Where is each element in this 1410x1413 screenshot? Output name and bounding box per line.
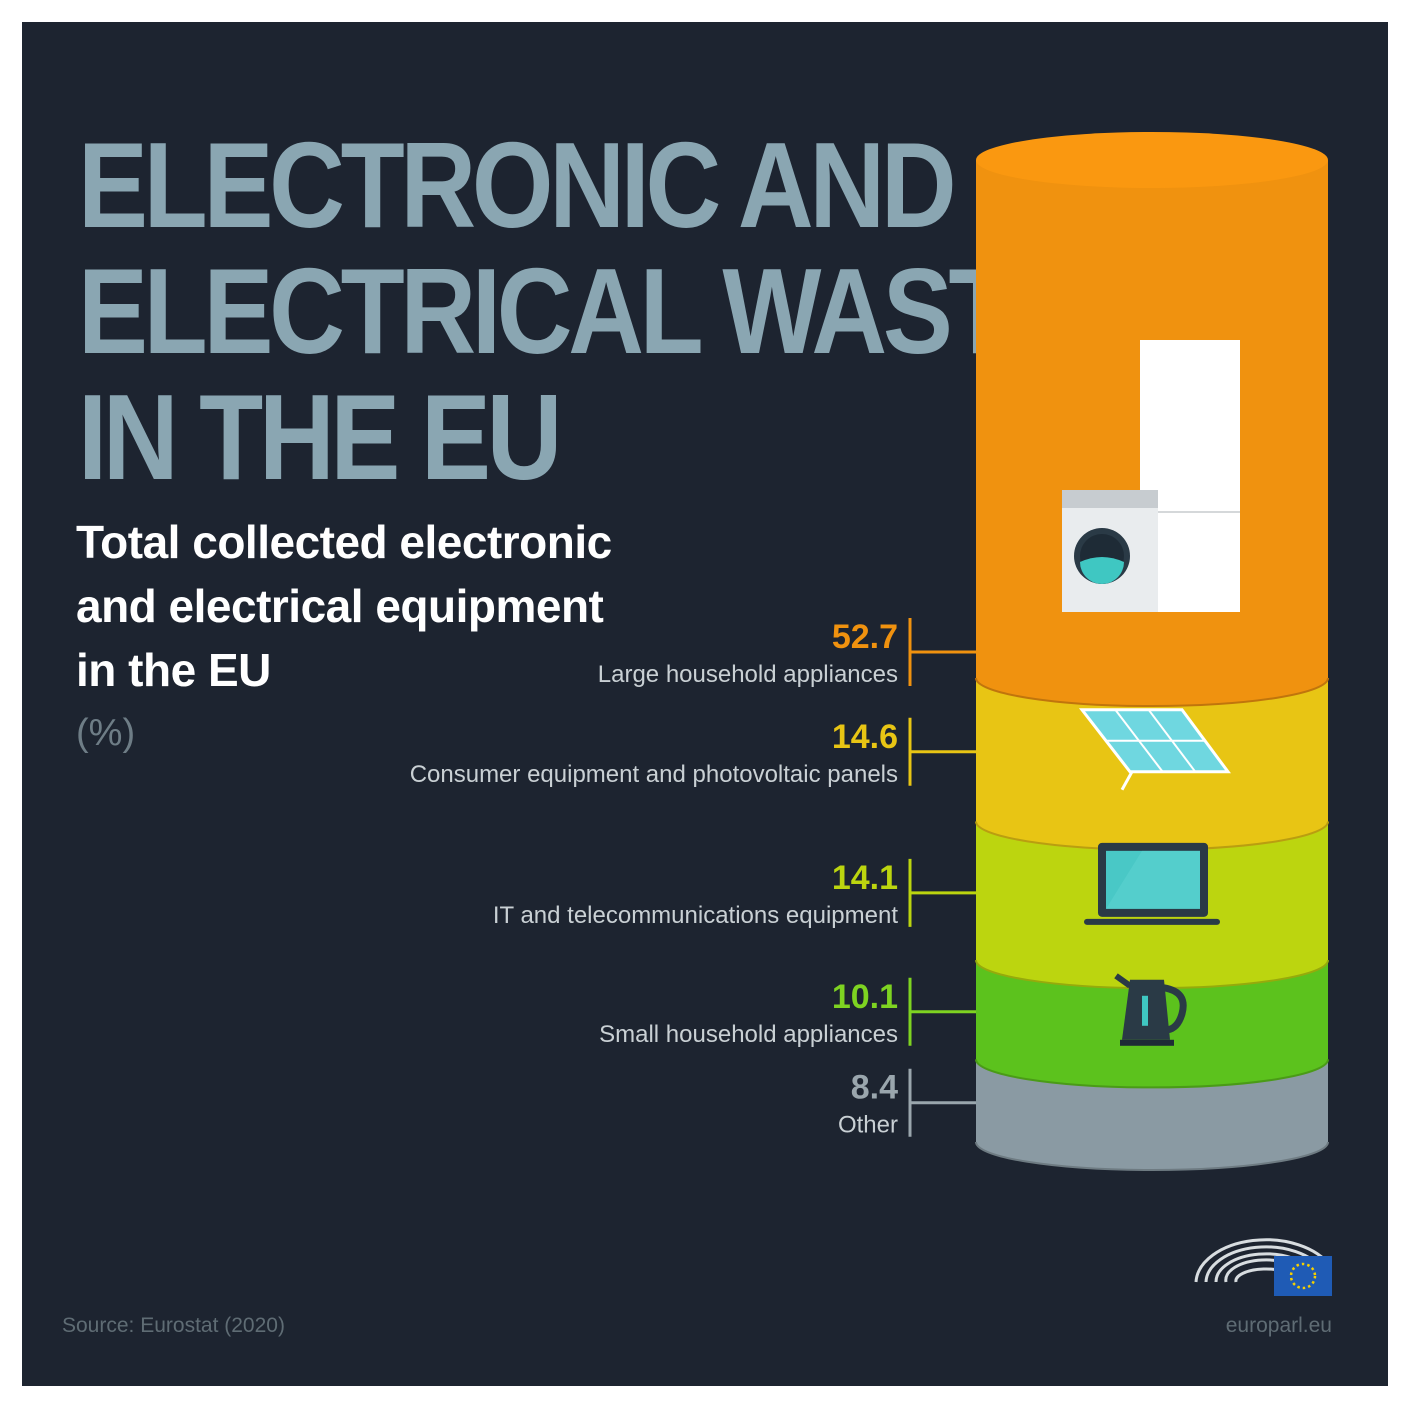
cylinder-band bbox=[975, 1059, 1329, 1171]
category-label: Small household appliances bbox=[599, 1021, 898, 1048]
infographic-panel: ELECTRONIC AND ELECTRICAL WASTE IN THE E… bbox=[22, 22, 1388, 1386]
laptop-icon bbox=[1084, 842, 1220, 925]
value-label: 14.1 bbox=[832, 859, 898, 897]
unit-label: (%) bbox=[76, 712, 136, 754]
category-label: Other bbox=[838, 1112, 898, 1139]
title-line: ELECTRONIC AND bbox=[78, 117, 957, 253]
subtitle-line: Total collected electronic bbox=[76, 516, 612, 568]
value-label: 14.6 bbox=[832, 718, 898, 756]
segment-icons bbox=[1062, 340, 1240, 1046]
segment-labels: 52.7 Large household appliances 14.6 Consum… bbox=[410, 618, 976, 1139]
title-line: ELECTRICAL WASTE bbox=[78, 243, 1078, 379]
segment-label: 10.1 Small household appliances bbox=[599, 977, 976, 1048]
source-note: Source: Eurostat (2020) bbox=[62, 1314, 285, 1337]
value-label: 52.7 bbox=[832, 618, 898, 656]
value-label: 10.1 bbox=[832, 978, 898, 1016]
page-title: ELECTRONIC AND ELECTRICAL WASTE IN THE E… bbox=[78, 117, 1078, 505]
value-label: 8.4 bbox=[851, 1069, 898, 1107]
segment-label: 52.7 Large household appliances bbox=[598, 618, 976, 688]
europarl-logo bbox=[1194, 1238, 1332, 1296]
kettle-icon bbox=[1114, 973, 1187, 1046]
stacked-cylinder-chart: 52.7 Large household appliances 14.6 Consum… bbox=[410, 132, 1329, 1171]
category-label: Large household appliances bbox=[598, 661, 898, 688]
segment-label: 14.6 Consumer equipment and photovoltaic … bbox=[410, 717, 976, 788]
washing-machine-fridge-icon bbox=[1062, 340, 1240, 612]
segment-label: 8.4 Other bbox=[838, 1068, 976, 1139]
subtitle-line: in the EU bbox=[76, 644, 271, 696]
solar-panel-icon bbox=[1078, 708, 1231, 791]
site-link[interactable]: europarl.eu bbox=[1225, 1314, 1332, 1337]
title-line: IN THE EU bbox=[78, 369, 562, 505]
category-label: IT and telecommunications equipment bbox=[493, 902, 898, 929]
eu-flag-icon bbox=[1274, 1256, 1332, 1296]
subtitle-line: and electrical equipment bbox=[76, 580, 604, 632]
cylinder-top bbox=[976, 132, 1328, 188]
category-label: Consumer equipment and photovoltaic pane… bbox=[410, 761, 898, 788]
chart-subtitle: Total collected electronic and electrica… bbox=[76, 510, 716, 702]
segment-label: 14.1 IT and telecommunications equipment bbox=[493, 858, 976, 929]
